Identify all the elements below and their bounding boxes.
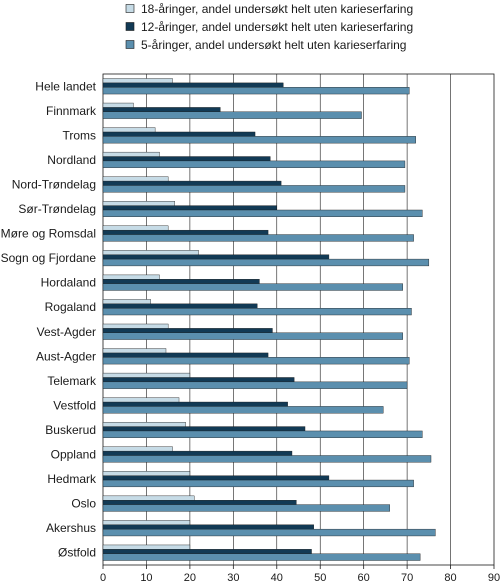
legend-label-3: 5-åringer, andel undersøkt helt uten kar… — [141, 38, 406, 52]
bar — [102, 185, 406, 193]
bar — [102, 283, 403, 291]
bar — [102, 209, 423, 218]
x-tick-label: 90 — [488, 572, 500, 584]
bar — [102, 406, 384, 414]
legend-swatch-1 — [125, 4, 135, 13]
bar — [102, 87, 410, 95]
category-label: Hedmark — [47, 472, 97, 486]
bar — [102, 258, 430, 267]
x-tick-label: 80 — [444, 572, 456, 584]
bar — [102, 160, 406, 168]
bar — [102, 308, 412, 316]
x-tick-label: 50 — [314, 572, 326, 584]
legend-label-2: 12-åringer, andel undersøkt helt uten ka… — [141, 20, 413, 34]
category-label: Buskerud — [45, 423, 96, 437]
plot-area: Hele landet Finnmark Troms Nordland Nord-Trø… — [1, 73, 495, 566]
bar — [102, 234, 414, 242]
bar — [102, 479, 414, 488]
bar — [102, 381, 408, 389]
category-label: Finnmark — [46, 104, 97, 118]
category-label: Nord-Trøndelag — [12, 177, 96, 191]
category-label: Vest-Agder — [37, 325, 96, 339]
bar — [102, 504, 390, 512]
category-label: Aust-Agder — [36, 349, 96, 363]
legend: 18-åringer, andel undersøkt helt uten ka… — [125, 2, 413, 52]
x-tick-label: 10 — [140, 572, 152, 584]
bar — [102, 553, 421, 561]
x-tick-label: 70 — [401, 572, 413, 584]
category-label: Hordaland — [41, 276, 96, 290]
x-tick-label: 30 — [227, 572, 239, 584]
category-label: Sogn og Fjordane — [1, 251, 97, 265]
category-label: Troms — [62, 128, 96, 142]
bar — [102, 455, 432, 463]
x-tick-label: 40 — [271, 572, 283, 584]
legend-swatch-3 — [125, 40, 135, 49]
category-label: Oppland — [51, 448, 96, 462]
category-label: Nordland — [47, 153, 96, 167]
category-label: Østfold — [58, 546, 96, 560]
bar — [102, 430, 423, 438]
bar — [102, 111, 362, 119]
category-label: Sør-Trøndelag — [18, 202, 96, 216]
category-label: Telemark — [47, 374, 97, 388]
category-label: Oslo — [71, 497, 96, 511]
x-axis: 0 10 20 30 40 50 60 70 80 90 — [100, 565, 500, 584]
category-label: Møre og Romsdal — [1, 227, 96, 241]
x-tick-label: 20 — [184, 572, 196, 584]
x-tick-label: 0 — [100, 572, 106, 584]
plot-frame — [102, 73, 495, 566]
legend-swatch-2 — [125, 22, 135, 31]
bar — [102, 528, 436, 537]
legend-label-1: 18-åringer, andel undersøkt helt uten ka… — [141, 2, 413, 16]
category-label: Akershus — [46, 521, 96, 535]
category-label: Vestfold — [53, 398, 96, 412]
bar — [102, 357, 410, 365]
category-label: Hele landet — [35, 79, 96, 93]
x-tick-label: 60 — [358, 572, 370, 584]
bar — [102, 332, 403, 340]
category-label: Rogaland — [45, 300, 96, 314]
bar — [102, 136, 416, 144]
